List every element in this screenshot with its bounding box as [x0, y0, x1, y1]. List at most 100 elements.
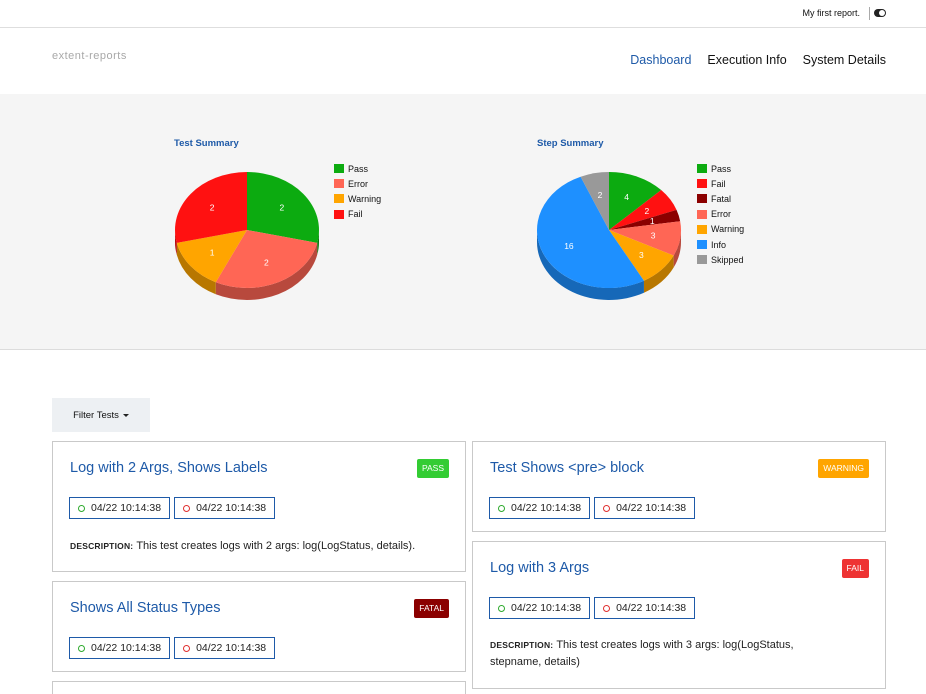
description-label: DESCRIPTION: — [70, 541, 134, 551]
legend-item-error[interactable]: Error — [334, 176, 381, 191]
test-title[interactable]: Shows All Status Types — [70, 600, 221, 616]
legend-item-fail[interactable]: Fail — [334, 207, 381, 222]
test-card[interactable]: Log with 2 Args, Shows Labels PASS 04/22… — [52, 441, 466, 572]
pie-slice-pass[interactable] — [247, 172, 319, 243]
divider — [869, 7, 870, 20]
test-card[interactable] — [52, 681, 466, 694]
legend-item-error[interactable]: Error — [697, 207, 744, 222]
test-summary-legend: Pass Error Warning Fail — [334, 161, 381, 222]
legend-item-fail[interactable]: Fail — [697, 176, 744, 191]
pie-label-error: 2 — [264, 257, 269, 267]
pie-slice-fail[interactable] — [175, 172, 247, 243]
start-clock-icon — [498, 504, 505, 512]
test-title[interactable]: Test Shows <pre> block — [490, 460, 644, 476]
legend-swatch — [697, 240, 707, 250]
end-clock-icon — [603, 604, 611, 612]
legend-label: Skipped — [711, 254, 744, 265]
pie-slice-fatal[interactable] — [609, 209, 681, 230]
pie-slice-error[interactable] — [609, 221, 681, 256]
pie-label-error: 3 — [651, 230, 656, 240]
legend-swatch — [697, 194, 707, 204]
legend-item-pass[interactable]: Pass — [697, 161, 744, 176]
legend-label: Error — [348, 178, 368, 189]
end-time-value: 04/22 10:14:38 — [196, 642, 267, 654]
pie-slice-error[interactable] — [215, 230, 318, 288]
legend-label: Info — [711, 239, 727, 250]
pie-slice-side-warning — [176, 242, 216, 295]
nav-dashboard[interactable]: Dashboard — [630, 53, 692, 67]
brand-logo[interactable]: extent-reports — [52, 50, 127, 62]
test-summary-pie: 2 2 1 2 — [175, 172, 319, 300]
pie-label-fail: 2 — [210, 203, 215, 213]
legend-item-warning[interactable]: Warning — [697, 222, 744, 237]
pie-label-pass: 2 — [280, 203, 285, 213]
pie-slice-side-info — [537, 230, 644, 300]
legend-swatch — [697, 255, 707, 265]
theme-toggle-icon[interactable] — [874, 9, 886, 17]
test-description: DESCRIPTION: This test creates logs with … — [70, 538, 454, 555]
pie-slice-fail[interactable] — [609, 190, 677, 230]
legend-swatch — [697, 164, 707, 174]
caret-down-icon — [122, 413, 129, 417]
legend-item-pass[interactable]: Pass — [334, 161, 381, 176]
test-title[interactable]: Log with 2 Args, Shows Labels — [70, 460, 268, 476]
end-time-value: 04/22 10:14:38 — [616, 602, 687, 614]
nav-execution-info[interactable]: Execution Info — [707, 53, 787, 67]
legend-label: Warning — [348, 193, 382, 204]
end-clock-icon — [603, 504, 611, 512]
start-time-value: 04/22 10:14:38 — [511, 502, 582, 514]
time-row: 04/22 10:14:38 04/22 10:14:38 — [69, 637, 276, 659]
legend-label: Pass — [348, 163, 369, 174]
pie-slice-side-error — [673, 230, 681, 268]
filter-tests-label: Filter Tests — [73, 409, 119, 421]
legend-item-warning[interactable]: Warning — [334, 191, 381, 206]
start-time-value: 04/22 10:14:38 — [511, 602, 582, 614]
nav-system-details[interactable]: System Details — [802, 53, 886, 67]
start-time: 04/22 10:14:38 — [69, 497, 171, 519]
legend-item-info[interactable]: Info — [697, 237, 744, 252]
nav-links: Dashboard Execution Info System Details — [630, 53, 886, 67]
end-time: 04/22 10:14:38 — [174, 637, 276, 659]
test-card[interactable]: Test Shows <pre> block WARNING 04/22 10:… — [472, 441, 886, 532]
end-time-value: 04/22 10:14:38 — [616, 502, 687, 514]
legend-item-skipped[interactable]: Skipped — [697, 252, 744, 267]
legend-label: Error — [711, 209, 731, 220]
status-badge: PASS — [416, 459, 449, 478]
time-row: 04/22 10:14:38 04/22 10:14:38 — [489, 597, 696, 619]
pie-slice-warning[interactable] — [176, 230, 247, 283]
start-time: 04/22 10:14:38 — [489, 597, 591, 619]
pie-label-info: 16 — [564, 241, 574, 251]
pie-slice-pass[interactable] — [609, 172, 662, 230]
pie-label-warning: 3 — [639, 250, 644, 260]
pie-slice-info[interactable] — [537, 176, 644, 288]
legend-label: Pass — [711, 163, 732, 174]
status-badge: WARNING — [818, 459, 869, 478]
end-clock-icon — [183, 504, 191, 512]
end-clock-icon — [183, 644, 191, 652]
report-name: My first report. — [802, 8, 860, 18]
start-clock-icon — [498, 604, 505, 612]
pie-slice-side-warning — [643, 255, 674, 293]
pie-slice-side-pass — [317, 230, 319, 255]
filter-tests-button[interactable]: Filter Tests — [52, 398, 150, 432]
legend-item-fatal[interactable]: Fatal — [697, 191, 744, 206]
legend-swatch — [334, 179, 344, 189]
pie-label-fail: 2 — [645, 206, 650, 216]
start-time: 04/22 10:14:38 — [489, 497, 591, 519]
status-badge: FAIL — [841, 559, 869, 578]
description-text: This test creates logs with 3 args: log(… — [490, 639, 794, 668]
legend-label: Fail — [711, 178, 726, 189]
test-title[interactable]: Log with 3 Args — [490, 560, 590, 576]
legend-label: Fail — [348, 209, 363, 220]
pie-slice-warning[interactable] — [609, 230, 674, 281]
start-clock-icon — [78, 504, 85, 512]
test-card[interactable]: Shows All Status Types FATAL 04/22 10:14… — [52, 581, 466, 672]
test-card[interactable]: Log with 3 Args FAIL 04/22 10:14:38 04/2… — [472, 541, 886, 689]
status-badge: FATAL — [414, 599, 449, 618]
description-text: This test creates logs with 2 args: log(… — [136, 540, 416, 552]
test-summary-title: Test Summary — [174, 138, 239, 149]
end-time: 04/22 10:14:38 — [594, 497, 696, 519]
pie-slice-skipped[interactable] — [580, 172, 609, 230]
